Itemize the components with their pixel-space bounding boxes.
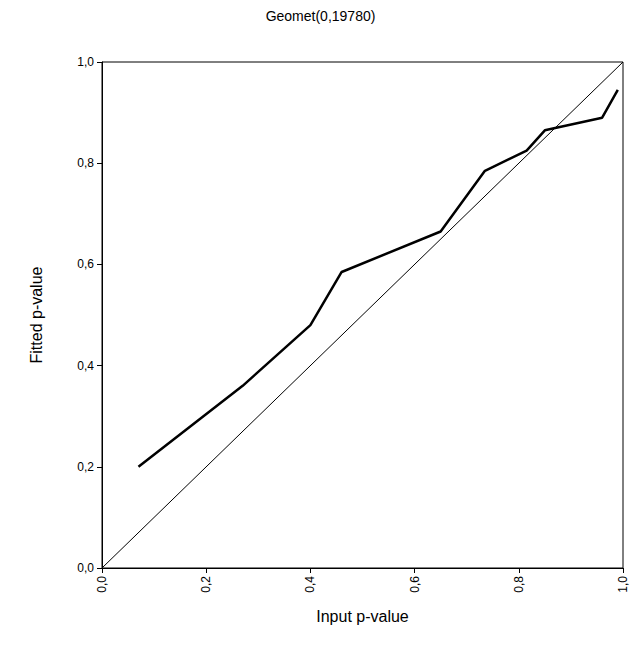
- svg-text:0,6: 0,6: [77, 257, 94, 271]
- svg-text:0,2: 0,2: [77, 460, 94, 474]
- svg-text:Input p-value: Input p-value: [316, 608, 409, 625]
- svg-text:0,2: 0,2: [199, 576, 213, 593]
- svg-text:0,0: 0,0: [95, 576, 109, 593]
- svg-text:0,4: 0,4: [77, 359, 94, 373]
- svg-text:Geomet(0,19780): Geomet(0,19780): [266, 8, 376, 24]
- svg-text:0,8: 0,8: [512, 576, 526, 593]
- svg-text:1,0: 1,0: [616, 576, 630, 593]
- svg-text:1,0: 1,0: [77, 55, 94, 69]
- svg-text:0,0: 0,0: [77, 561, 94, 575]
- svg-text:0,6: 0,6: [408, 576, 422, 593]
- svg-text:0,4: 0,4: [303, 576, 317, 593]
- svg-text:0,8: 0,8: [77, 156, 94, 170]
- svg-text:Fitted p-value: Fitted p-value: [28, 266, 45, 363]
